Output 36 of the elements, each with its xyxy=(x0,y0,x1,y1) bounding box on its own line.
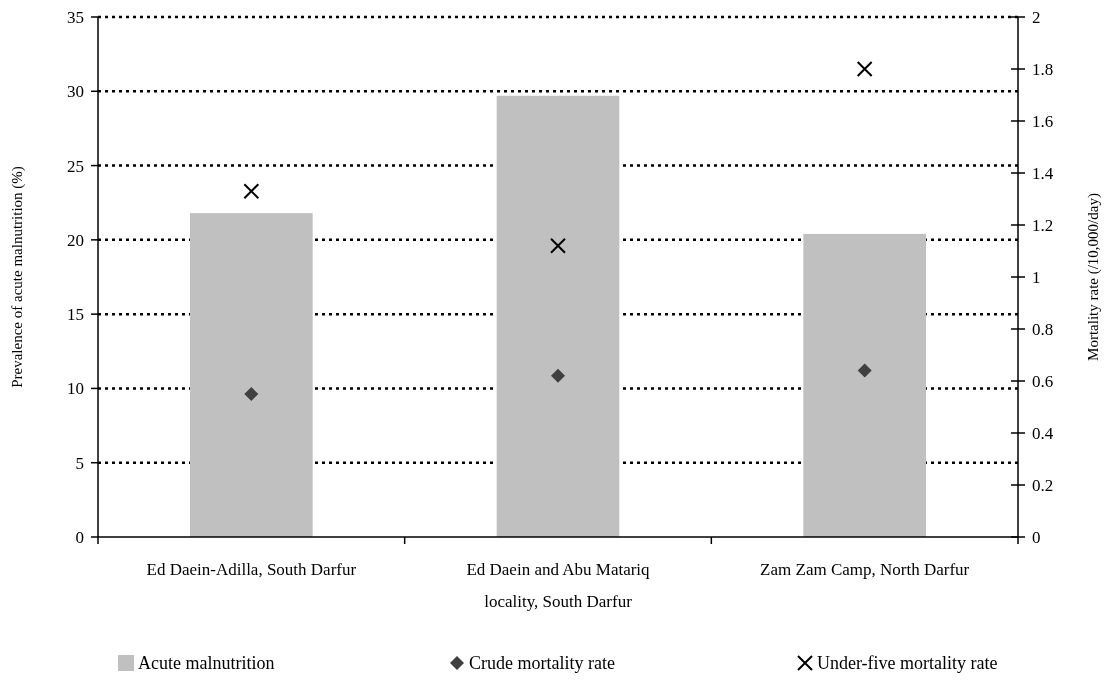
y-tick-label: 20 xyxy=(67,230,84,250)
y-tick-label: 10 xyxy=(67,379,84,399)
y-tick-label: 25 xyxy=(67,156,84,176)
y-tick-label: 15 xyxy=(67,305,84,325)
point xyxy=(551,368,565,383)
legend-label: Under-five mortality rate xyxy=(817,653,998,674)
y2-tick-label: 0.2 xyxy=(1032,475,1054,495)
x-tick-label: Zam Zam Camp, North Darfur xyxy=(760,560,970,579)
point xyxy=(857,363,872,378)
bar xyxy=(496,95,620,537)
y2-tick-label: 0.6 xyxy=(1032,371,1054,391)
y2-tick-label: 1 xyxy=(1032,267,1041,287)
bar xyxy=(803,233,926,537)
y2-tick-label: 1.4 xyxy=(1032,163,1054,183)
y2-tick-label: 0 xyxy=(1032,527,1041,547)
y-tick-label: 35 xyxy=(67,7,84,27)
legend-label: Acute malnutrition xyxy=(138,653,275,674)
point xyxy=(244,387,259,401)
bar xyxy=(190,213,313,537)
point xyxy=(550,237,566,254)
y2-tick-label: 0.4 xyxy=(1032,423,1054,443)
y-tick-label: 30 xyxy=(67,82,84,102)
y2-tick-label: 1.6 xyxy=(1032,111,1054,131)
y2-axis-title: Mortality rate (/10,000/day) xyxy=(1085,193,1102,361)
y2-tick-label: 1.8 xyxy=(1032,59,1054,79)
y-tick-label: 0 xyxy=(75,527,84,547)
legend-label: Crude mortality rate xyxy=(469,653,615,674)
y2-tick-label: 2 xyxy=(1032,7,1041,27)
y2-tick-label: 0.8 xyxy=(1032,319,1054,339)
y-axis-title: Prevalence of acute malnutrition (%) xyxy=(9,166,26,388)
y2-tick-label: 1.2 xyxy=(1032,215,1054,235)
point xyxy=(856,61,873,77)
point xyxy=(243,183,260,200)
x-tick-label: Ed Daein-Adilla, South Darfur xyxy=(146,560,357,579)
y-tick-label: 5 xyxy=(75,453,84,473)
x-tick-label: Ed Daein and Abu Matariq locality, South Darfur xyxy=(466,560,651,611)
